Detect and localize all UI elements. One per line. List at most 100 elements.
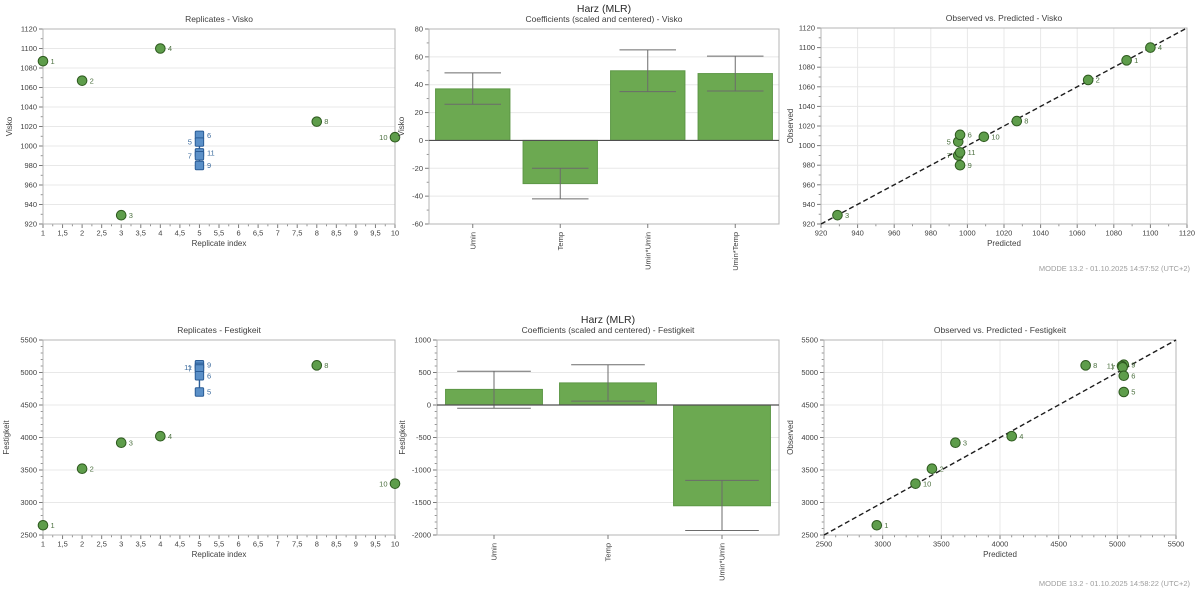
point-5[interactable]	[1118, 386, 1130, 398]
point-10[interactable]	[389, 131, 401, 143]
point-8[interactable]	[311, 116, 323, 127]
x-axis-label: Replicate index	[192, 239, 247, 248]
identity-line	[823, 339, 1177, 536]
point-4[interactable]	[155, 430, 166, 442]
point-4[interactable]	[155, 43, 166, 54]
y-tick-label: -1000	[412, 466, 431, 475]
x-tick-label: 1,5	[57, 540, 67, 549]
x-tick-label: 920	[815, 229, 828, 238]
y-tick-label: 920	[24, 220, 37, 229]
point-label-10: 10	[379, 479, 387, 488]
point-label-1: 1	[884, 521, 888, 530]
point-label-8: 8	[1093, 361, 1097, 370]
y-tick-label: 1100	[799, 43, 815, 52]
point-2[interactable]	[76, 463, 88, 475]
point-5[interactable]	[194, 137, 205, 147]
point-label-7: 7	[1111, 363, 1115, 372]
x-tick-label: 1020	[996, 229, 1013, 238]
point-10[interactable]	[978, 131, 990, 143]
y-tick-label: 1080	[20, 64, 37, 73]
point-label-6: 6	[207, 131, 211, 140]
y-tick-label: 1100	[21, 44, 37, 53]
x-axis-label: Predicted	[987, 239, 1021, 248]
x-tick-label: 5000	[1109, 540, 1126, 549]
point-1[interactable]	[37, 55, 49, 67]
x-tick-label: 1000	[959, 229, 976, 238]
x-tick-label: 6,5	[253, 540, 263, 549]
point-9[interactable]	[194, 160, 205, 171]
x-tick-label: 1	[41, 540, 45, 549]
point-label-11: 11	[968, 148, 976, 157]
x-tick-label: 10	[391, 540, 399, 549]
point-label-9: 9	[968, 161, 972, 170]
point-3[interactable]	[115, 209, 127, 221]
point-6[interactable]	[1118, 370, 1130, 382]
point-8[interactable]	[311, 360, 323, 371]
y-tick-label: 4500	[801, 401, 818, 410]
point-2[interactable]	[926, 463, 938, 475]
x-axis-label: Replicate index	[192, 550, 247, 559]
point-label-8: 8	[324, 117, 328, 126]
point-8[interactable]	[1011, 115, 1023, 127]
point-4[interactable]	[1006, 430, 1018, 442]
x-tick-label: 8,5	[331, 229, 341, 238]
point-label-1: 1	[1134, 56, 1138, 65]
point-3[interactable]	[950, 437, 961, 449]
point-label-10: 10	[379, 133, 387, 142]
modde-version-stamp-row2: MODDE 13.2 - 01.10.2025 14:58:22 (UTC+2)	[1038, 579, 1190, 588]
point-1[interactable]	[37, 519, 49, 531]
x-tick-label: 980	[925, 229, 938, 238]
x-tick-label: 6,5	[253, 229, 263, 238]
chart-title: Replicates - Visko	[185, 14, 253, 24]
point-11[interactable]	[954, 147, 966, 158]
x-axis-label: Predicted	[983, 550, 1017, 559]
point-2[interactable]	[76, 75, 88, 86]
y-tick-label: 500	[418, 368, 431, 377]
x-tick-label: 3500	[933, 540, 950, 549]
y-tick-label: 3500	[20, 466, 37, 475]
x-tick-label: 2500	[816, 540, 833, 549]
point-10[interactable]	[389, 478, 401, 489]
point-3[interactable]	[115, 437, 127, 449]
point-1[interactable]	[871, 519, 883, 531]
chart-coefficients-festigkeit: -2000 -1500 -1000 -500 0 500 1000 Umin Temp Umin*…	[398, 314, 780, 581]
x-tick-label: 5	[197, 540, 201, 549]
x-tick-label: 2,5	[96, 540, 106, 549]
point-9[interactable]	[954, 159, 966, 171]
y-tick-label: 4000	[20, 433, 37, 442]
y-tick-label: 1040	[20, 103, 37, 112]
y-tick-label: 940	[802, 200, 815, 209]
y-tick-label: 1120	[799, 24, 815, 33]
y-tick-label: 3500	[801, 466, 818, 475]
y-axis-label: Visko	[5, 116, 14, 136]
point-label-2: 2	[1096, 76, 1100, 85]
point-8[interactable]	[1080, 360, 1091, 371]
category-label-Temp: Temp	[556, 232, 565, 250]
point-7[interactable]	[194, 151, 205, 161]
y-tick-label: 1000	[414, 336, 431, 345]
point-3[interactable]	[832, 209, 843, 221]
y-tick-label: -1500	[412, 498, 431, 507]
point-4[interactable]	[1145, 42, 1156, 53]
point-6[interactable]	[954, 129, 966, 141]
point-5[interactable]	[194, 387, 205, 397]
y-tick-label: 80	[415, 25, 423, 34]
point-10[interactable]	[910, 478, 921, 489]
y-tick-label: 1120	[21, 25, 37, 34]
x-tick-label: 9	[354, 540, 358, 549]
point-label-4: 4	[1019, 432, 1023, 441]
point-6[interactable]	[194, 371, 205, 381]
y-tick-label: 20	[415, 108, 423, 117]
x-tick-label: 4,5	[175, 540, 185, 549]
point-2[interactable]	[1082, 74, 1094, 86]
point-1[interactable]	[1121, 55, 1132, 66]
y-tick-label: 1000	[798, 141, 815, 150]
y-tick-label: 1020	[20, 122, 37, 131]
y-tick-label: 960	[24, 181, 37, 190]
y-tick-label: 4000	[801, 433, 818, 442]
x-tick-label: 2,5	[96, 229, 106, 238]
point-label-5: 5	[1131, 388, 1135, 397]
chart-title: Coefficients (scaled and centered) - Fes…	[522, 325, 695, 335]
point-label-11: 11	[184, 363, 192, 372]
